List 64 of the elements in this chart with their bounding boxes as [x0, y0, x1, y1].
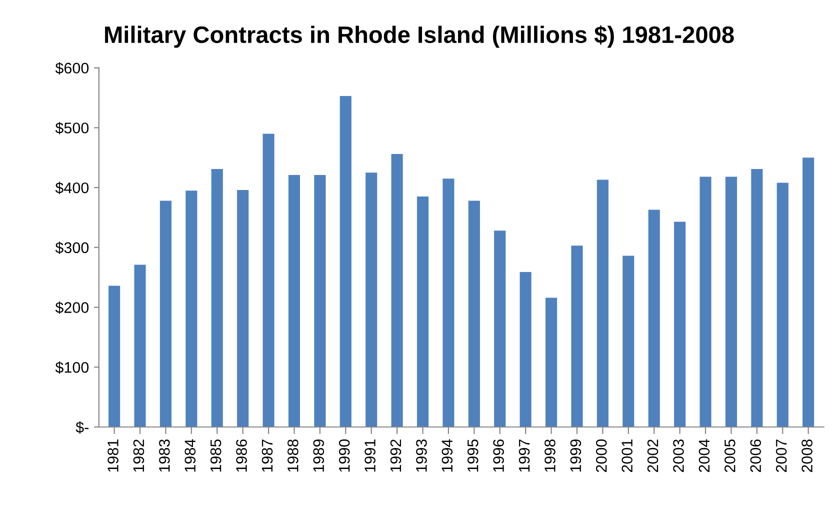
bar	[546, 298, 558, 427]
x-tick-label: 2005	[724, 439, 736, 472]
y-tick-label: $500	[55, 122, 89, 134]
bar	[751, 169, 763, 427]
x-tick-label: 1988	[288, 439, 298, 472]
bar	[622, 256, 634, 427]
y-tick-label: $100	[55, 361, 89, 374]
x-tick-label: 1984	[184, 439, 196, 472]
bar	[134, 264, 146, 427]
bar	[648, 210, 660, 427]
y-tick-label: $300	[55, 242, 89, 254]
y-tick-label: $200	[55, 302, 89, 314]
chart-title: Military Contracts in Rhode Island (Millions $) 1981-2008	[105, 25, 734, 48]
bar	[416, 196, 429, 427]
bar	[186, 190, 198, 427]
x-tick-label: 1985	[210, 439, 222, 472]
y-tick-label: $600	[55, 62, 89, 74]
bar	[262, 134, 274, 427]
bar	[288, 175, 300, 427]
x-tick-label: 1989	[313, 440, 324, 472]
x-tick-label: 1995	[467, 439, 478, 472]
x-tick-label: 1987	[262, 440, 273, 472]
bar	[160, 200, 172, 427]
x-tick-label: 1986	[236, 439, 247, 472]
x-tick-label: 2002	[647, 440, 658, 472]
y-tick-label: $-	[76, 421, 88, 434]
bar	[211, 169, 223, 427]
bar	[468, 200, 480, 427]
x-tick-label: 1993	[416, 439, 427, 472]
x-tick-label: 1997	[518, 440, 530, 472]
x-tick-label: 2000	[596, 439, 607, 472]
x-tick-label: 1999	[570, 440, 582, 472]
bar	[725, 176, 737, 427]
bar	[237, 190, 249, 427]
bar	[802, 158, 814, 427]
bar	[340, 96, 352, 427]
x-tick-label: 2003	[673, 439, 684, 472]
x-tick-label: 1994	[442, 439, 453, 472]
x-tick-label: 1992	[390, 440, 402, 472]
bar	[700, 176, 712, 427]
x-tick-label: 1983	[159, 439, 170, 472]
bar	[108, 286, 120, 427]
x-tick-label: 2008	[802, 439, 812, 472]
x-tick-label: 2007	[776, 440, 787, 472]
y-tick-label: $400	[55, 182, 89, 194]
x-tick-label: 2004	[698, 439, 710, 472]
bar	[366, 172, 378, 427]
bar	[391, 154, 403, 427]
bar	[520, 272, 532, 427]
x-tick-label: 1981	[108, 440, 118, 472]
x-tick-label: 2006	[750, 439, 762, 472]
bar	[442, 178, 454, 427]
bar	[674, 222, 686, 427]
x-tick-label: 1996	[493, 439, 504, 472]
bar	[596, 180, 608, 427]
bar	[494, 230, 506, 427]
x-tick-label: 1998	[544, 439, 556, 472]
x-tick-label: 1991	[364, 440, 376, 472]
bar	[571, 246, 583, 427]
x-tick-label: 2001	[622, 440, 632, 472]
bar	[776, 182, 788, 427]
x-tick-label: 1982	[133, 440, 144, 472]
bar	[314, 175, 326, 427]
x-tick-label: 1990	[338, 439, 350, 472]
